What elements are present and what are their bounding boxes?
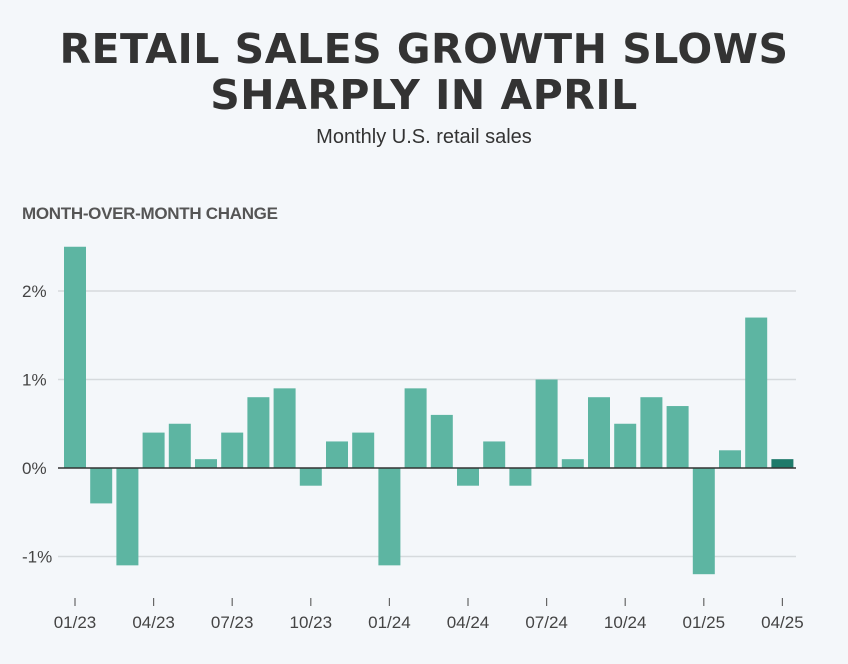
- x-tick-label: 01/23: [54, 613, 97, 632]
- bars: [64, 246, 794, 575]
- bar: [771, 459, 794, 468]
- bar: [666, 406, 689, 468]
- bar: [404, 388, 427, 468]
- bar: [535, 379, 558, 468]
- bar: [483, 441, 506, 468]
- x-tick-label: 01/25: [683, 613, 726, 632]
- x-tick-label: 04/23: [132, 613, 175, 632]
- y-tick-labels: 2% 1% 0% -1%: [22, 282, 52, 567]
- bar: [745, 317, 768, 468]
- bar: [561, 459, 584, 468]
- y-tick-label: -1%: [22, 548, 52, 567]
- bar: [640, 397, 663, 468]
- bar: [90, 468, 113, 504]
- chart-subtitle: Monthly U.S. retail sales: [316, 126, 532, 148]
- y-tick-label: 0%: [22, 459, 47, 478]
- x-tick-label: 07/23: [211, 613, 254, 632]
- bar: [168, 423, 191, 468]
- x-tick-label: 01/24: [368, 613, 411, 632]
- bar: [430, 414, 453, 468]
- x-tick-label: 04/25: [761, 613, 804, 632]
- bar: [247, 397, 270, 468]
- bar: [352, 432, 375, 468]
- x-tick-labels: 01/23 04/23 07/23 10/23 01/24 04/24 07/24 10/24…: [54, 598, 804, 632]
- chart-title: RETAIL SALES GROWTH SLOWS SHARPLY IN APR…: [59, 25, 789, 119]
- bar: [273, 388, 296, 468]
- bar: [719, 450, 741, 468]
- bar: [299, 468, 322, 486]
- bar: [692, 468, 715, 575]
- bar: [195, 459, 217, 468]
- bar: [457, 468, 479, 486]
- x-tick-label: 10/23: [290, 613, 333, 632]
- bar: [378, 468, 401, 566]
- bar: [221, 432, 244, 468]
- y-tick-label: 2%: [22, 282, 47, 301]
- bar: [142, 432, 165, 468]
- grid-lines: [58, 290, 796, 558]
- y-tick-label: 1%: [22, 371, 47, 390]
- x-tick-label: 07/24: [525, 613, 568, 632]
- bar: [64, 246, 86, 468]
- bar: [509, 468, 532, 486]
- x-tick-label: 04/24: [447, 613, 490, 632]
- bar: [326, 441, 348, 468]
- y-axis-label: MONTH-OVER-MONTH CHANGE: [22, 204, 278, 223]
- bar: [614, 423, 637, 468]
- bar: [588, 397, 610, 468]
- x-tick-label: 10/24: [604, 613, 647, 632]
- bar: [116, 468, 139, 566]
